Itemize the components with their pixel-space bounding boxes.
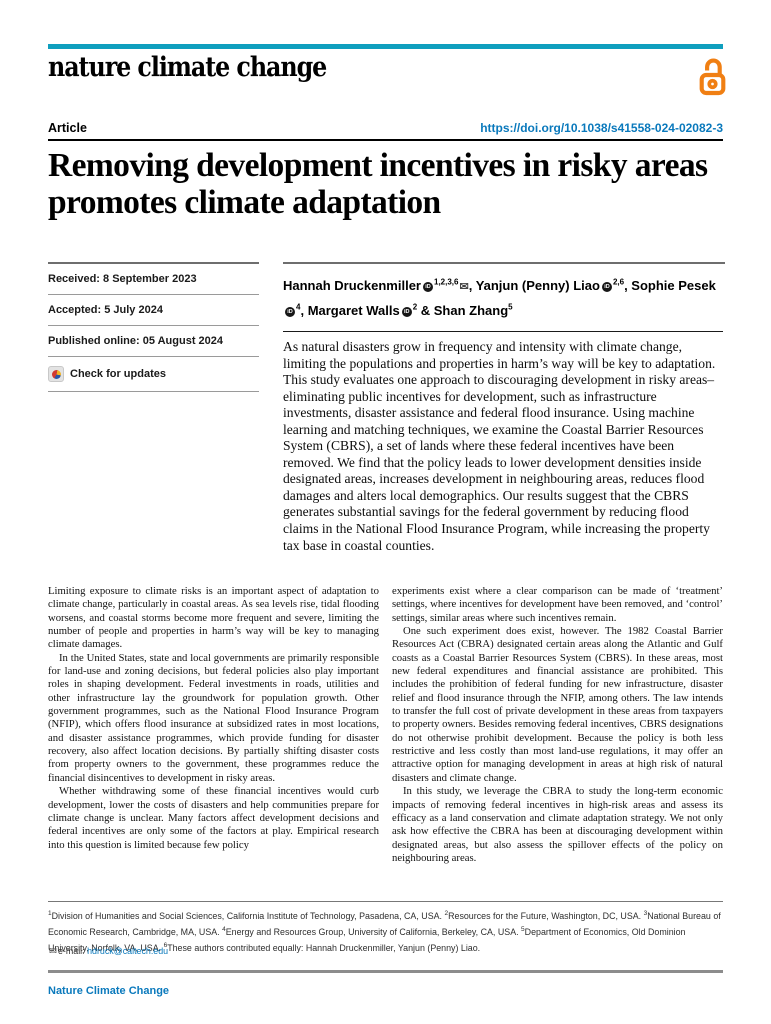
open-access-icon (699, 52, 726, 103)
footer-journal-name: Nature Climate Change (48, 985, 170, 997)
orcid-icon[interactable]: iD (601, 282, 612, 293)
body-paragraph: One such experiment does exist, however.… (392, 625, 723, 784)
author: Hannah Druckenmiller iD1,2,3,6✉, (283, 278, 476, 294)
received-date: Received: 8 September 2023 (48, 262, 259, 294)
abstract-text: As natural disasters grow in frequency a… (283, 339, 716, 553)
doi-link[interactable]: https://doi.org/10.1038/s41558-024-02082… (480, 121, 723, 135)
journal-logo: nature climate change (48, 52, 327, 83)
orcid-icon[interactable]: iD (285, 306, 295, 317)
body-paragraph: In this study, we leverage the CBRA to s… (392, 785, 723, 864)
email-envelope-icon[interactable]: ✉ (459, 281, 469, 294)
orcid-icon[interactable]: iD (423, 282, 433, 293)
page-title: Removing development incentives in risky… (48, 147, 708, 221)
check-for-updates-button[interactable]: Check for updates (48, 356, 259, 392)
body-column-right: experiments exist where a clear comparis… (392, 585, 723, 865)
footnote-sup: 6 (163, 941, 168, 949)
metadata-panel: Received: 8 September 2023 Accepted: 5 J… (48, 262, 259, 392)
email-link[interactable]: hdruck@caltech.edu (87, 946, 169, 956)
footer-divider (48, 970, 723, 973)
body-column-left: Limiting exposure to climate risks is an… (48, 585, 379, 852)
body-paragraph: In the United States, state and local go… (48, 651, 379, 784)
article-type-label: Article (48, 121, 87, 135)
published-date: Published online: 05 August 2024 (48, 325, 259, 356)
body-paragraph: experiments exist where a clear comparis… (392, 585, 723, 624)
footnote-sup: 2 (444, 910, 449, 917)
footnote-sup: 4 (222, 925, 226, 933)
masthead-accent-bar (48, 44, 723, 49)
email-label: e-mail: (57, 946, 88, 956)
orcid-icon[interactable]: iD (401, 306, 412, 317)
footnote-sup: 5 (521, 925, 525, 933)
author: Sophie PesekiD4, (283, 278, 716, 318)
crossmark-icon (48, 366, 64, 382)
email-line: ✉e-mail: hdruck@caltech.edu (48, 946, 168, 957)
author: Margaret Walls iD2 & (307, 302, 434, 318)
footnote-sup: 1 (48, 910, 52, 917)
body-paragraph: Whether withdrawing some of these financ… (48, 785, 379, 851)
author: Yanjun (Penny) Liao iD2,6, (475, 278, 632, 294)
footnote-sup: 3 (643, 910, 648, 917)
footnote-divider (48, 901, 723, 902)
footnotes: 1Division of Humanities and Social Scien… (48, 910, 721, 953)
check-for-updates-label: Check for updates (70, 368, 166, 380)
author-list: Hannah Druckenmiller iD1,2,3,6✉, Yanjun (… (283, 262, 725, 320)
body-paragraph: Limiting exposure to climate risks is an… (48, 585, 379, 651)
envelope-icon: ✉ (49, 946, 57, 957)
author: Shan Zhang5 (433, 302, 513, 318)
accepted-date: Accepted: 5 July 2024 (48, 294, 259, 325)
title-divider (48, 139, 723, 141)
abstract-divider (283, 331, 723, 332)
